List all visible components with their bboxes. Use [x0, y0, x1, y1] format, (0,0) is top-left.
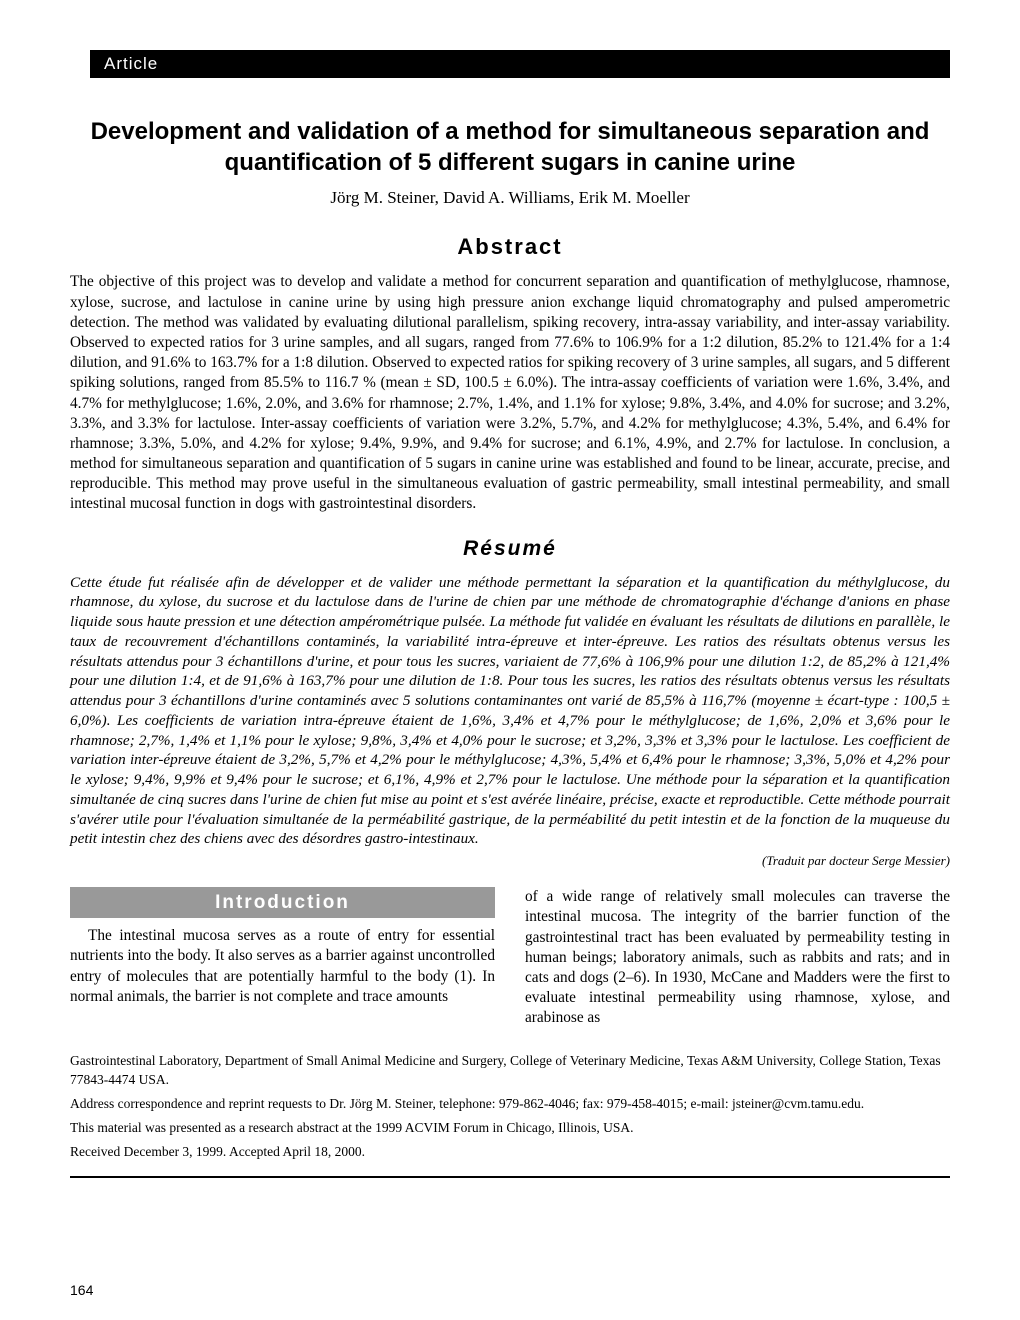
intro-text-right: of a wide range of relatively small mole… [525, 887, 950, 1028]
intro-text-left: The intestinal mucosa serves as a route … [70, 926, 495, 1007]
footer-presented: This material was presented as a researc… [70, 1119, 950, 1137]
article-label: Article [104, 54, 158, 73]
introduction-heading: Introduction [215, 892, 350, 913]
article-label-bar: Article [90, 50, 950, 78]
footer-block: Gastrointestinal Laboratory, Department … [70, 1046, 950, 1161]
introduction-heading-bar: Introduction [70, 887, 495, 918]
intro-col-left: Introduction The intestinal mucosa serve… [70, 887, 495, 1028]
resume-heading: Résumé [70, 537, 950, 561]
page-number: 164 [70, 1282, 93, 1298]
resume-body: Cette étude fut réalisée afin de dévelop… [70, 573, 950, 850]
abstract-body: The objective of this project was to dev… [70, 272, 950, 514]
translator-credit: (Traduit par docteur Serge Messier) [70, 853, 950, 869]
footer-correspondence: Address correspondence and reprint reque… [70, 1095, 950, 1113]
footer-affiliation: Gastrointestinal Laboratory, Department … [70, 1052, 950, 1088]
introduction-columns: Introduction The intestinal mucosa serve… [70, 887, 950, 1028]
abstract-heading: Abstract [70, 234, 950, 260]
footer-dates: Received December 3, 1999. Accepted Apri… [70, 1143, 950, 1161]
authors-line: Jörg M. Steiner, David A. Williams, Erik… [70, 188, 950, 208]
footer-rule [70, 1176, 950, 1178]
intro-col-right: of a wide range of relatively small mole… [525, 887, 950, 1028]
paper-title: Development and validation of a method f… [70, 116, 950, 178]
